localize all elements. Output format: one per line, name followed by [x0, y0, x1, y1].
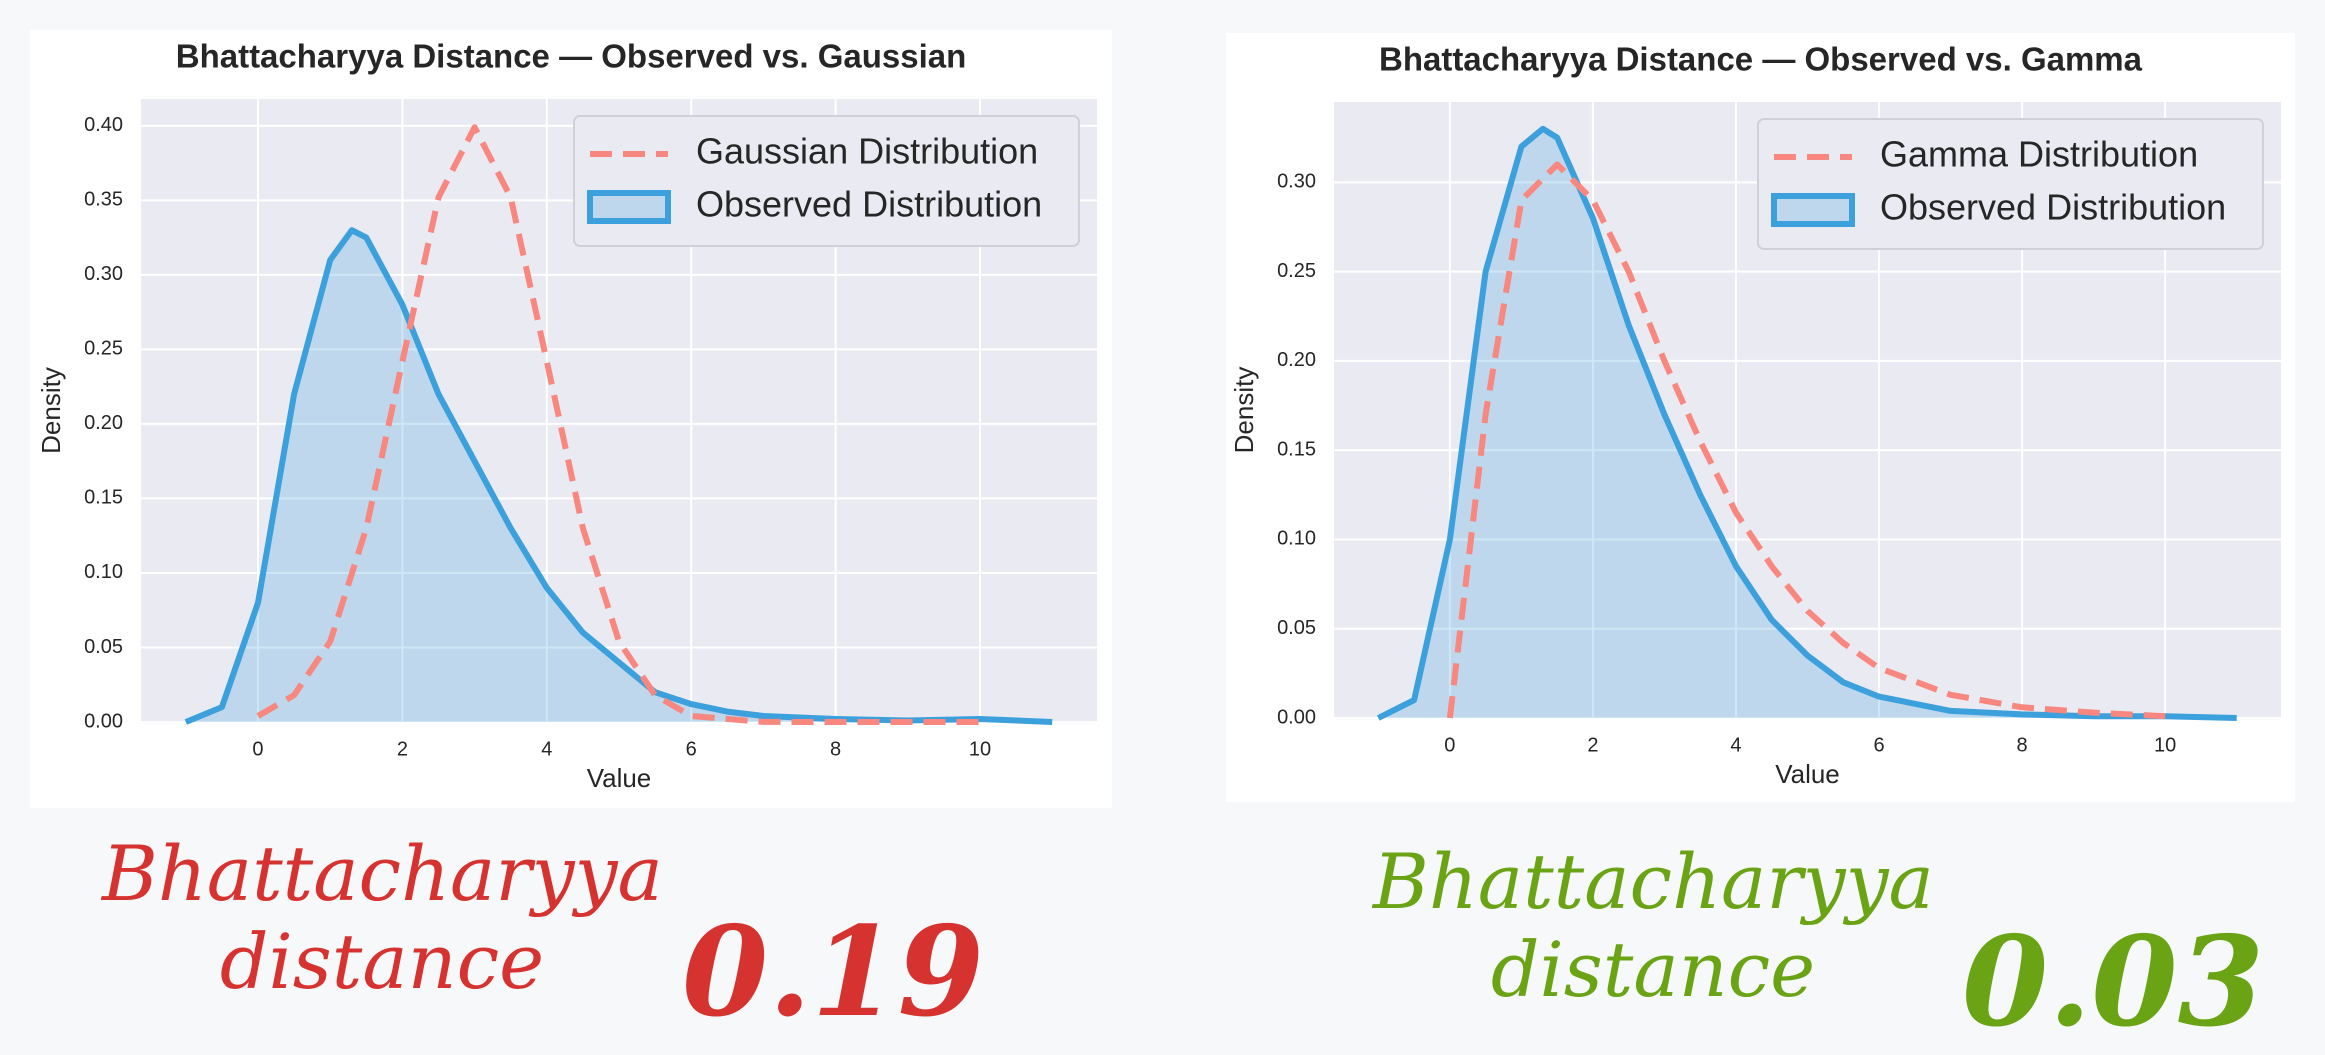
- x-tick-label: 0: [252, 738, 263, 760]
- line: [184, 227, 1053, 725]
- line: [1446, 161, 2166, 720]
- x-tick-label: 6: [1873, 734, 1884, 756]
- x-tick-label: 4: [541, 738, 552, 760]
- x-tick-label: 6: [686, 738, 697, 760]
- y-tick-label: 0.05: [1277, 617, 1316, 639]
- y-tick-label: 0.15: [1277, 438, 1316, 460]
- line: [1376, 125, 2237, 721]
- x-tick-label: 8: [2017, 734, 2028, 756]
- x-tick-label: 8: [830, 738, 841, 760]
- y-tick-label: 0.30: [84, 263, 123, 285]
- x-axis-label: Value: [1775, 759, 1840, 789]
- y-tick-label: 0.00: [1277, 706, 1316, 728]
- y-tick-label: 0.00: [84, 710, 123, 732]
- y-tick-label: 0.25: [1277, 260, 1316, 282]
- x-tick-label: 10: [2154, 734, 2176, 756]
- y-tick-label: 0.10: [84, 561, 123, 583]
- y-tick-label: 0.40: [84, 114, 123, 136]
- x-tick-label: 4: [1730, 734, 1741, 756]
- y-tick-label: 0.20: [84, 412, 123, 434]
- y-tick-label: 0.15: [84, 487, 123, 509]
- x-tick-label: 2: [397, 738, 408, 760]
- annotation-value: 0.19: [681, 900, 984, 1045]
- chart-title: Bhattacharyya Distance — Observed vs. Ga…: [176, 38, 967, 75]
- x-axis-label: Value: [587, 763, 652, 793]
- chart-title: Bhattacharyya Distance — Observed vs. Ga…: [1379, 41, 2143, 78]
- legend-label: Observed Distribution: [1880, 187, 2226, 228]
- y-tick-label: 0.25: [84, 338, 123, 360]
- legend-label: Observed Distribution: [696, 184, 1042, 225]
- area: [1378, 128, 2237, 719]
- y-axis-label: Density: [36, 367, 66, 454]
- annotation-label: Bhattacharyya distance: [1373, 837, 1934, 1014]
- y-tick-label: 0.20: [1277, 349, 1316, 371]
- legend-label: Gamma Distribution: [1880, 134, 2198, 175]
- annotation-label: Bhattacharyya distance: [102, 829, 663, 1006]
- annotation-value: 0.03: [1961, 910, 2264, 1055]
- line: [256, 124, 980, 725]
- legend: [573, 115, 1080, 247]
- x-tick-label: 0: [1444, 734, 1455, 756]
- x-tick-label: 10: [969, 738, 991, 760]
- y-tick-label: 0.35: [84, 189, 123, 211]
- legend-swatch: [587, 190, 671, 224]
- y-tick-label: 0.05: [84, 636, 123, 658]
- x-tick-label: 2: [1587, 734, 1598, 756]
- y-tick-label: 0.10: [1277, 528, 1316, 550]
- y-axis-label: Density: [1229, 367, 1259, 454]
- legend-swatch: [1771, 193, 1855, 227]
- legend-label: Gaussian Distribution: [696, 131, 1038, 172]
- legend: [1757, 118, 2264, 250]
- y-tick-label: 0.30: [1277, 171, 1316, 193]
